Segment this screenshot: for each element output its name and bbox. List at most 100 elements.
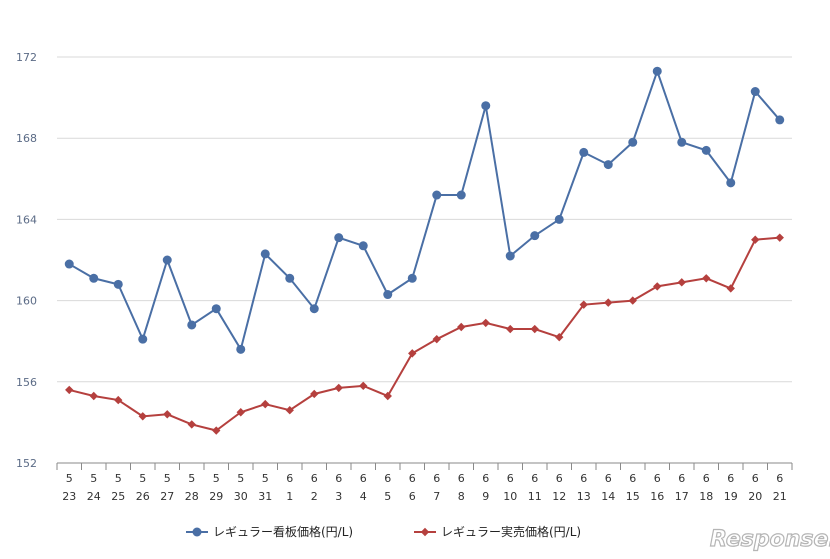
data-point [309,304,319,314]
x-tick-month: 6 [580,472,587,485]
data-point [187,320,197,330]
y-tick-label: 152 [16,457,37,470]
series-line [69,236,780,432]
legend-item-actual: レギュラー実売価格(円/L) [414,524,581,539]
data-point [114,395,123,405]
x-tick-month: 6 [335,472,342,485]
x-tick-month: 6 [776,472,783,485]
x-tick-day: 5 [384,490,391,503]
data-point [775,233,784,242]
x-tick-month: 5 [237,472,244,485]
legend-marker [192,527,202,537]
x-tick-month: 6 [433,472,440,485]
x-tick-month: 5 [66,472,73,485]
y-tick-label: 172 [16,51,37,64]
y-tick-label: 156 [16,376,37,389]
series-line [68,68,781,352]
x-tick-month: 5 [139,472,146,485]
x-tick-day: 14 [601,490,615,503]
data-point [236,344,246,354]
data-point [89,273,99,283]
legend-label: レギュラー実売価格(円/L) [441,524,581,539]
data-point [408,349,417,358]
data-point [628,296,637,305]
x-tick-day: 8 [458,490,465,503]
data-point [383,391,392,401]
legend-label: レギュラー看板価格(円/L) [213,524,353,539]
data-point [113,279,123,289]
x-tick-month: 6 [605,472,612,485]
x-tick-month: 6 [727,472,734,485]
x-tick-day: 27 [160,490,174,503]
data-point [383,290,393,300]
data-point [603,160,613,170]
data-point [187,420,196,429]
data-point [261,399,270,409]
data-point [456,190,466,200]
data-point [236,408,245,417]
data-point [579,300,588,309]
x-tick-day: 19 [724,490,738,503]
data-point [212,426,221,435]
x-tick-month: 6 [531,472,538,485]
x-tick-day: 4 [360,490,367,503]
y-tick-label: 164 [16,213,37,226]
y-axis-ticks: 152 156 160 164 168 172 [16,51,37,470]
data-point [358,241,368,251]
data-point [505,251,515,261]
x-tick-day: 23 [62,490,76,503]
x-tick-day: 26 [136,490,150,503]
data-point [677,137,687,147]
x-tick-day: 29 [209,490,223,503]
data-point [726,178,736,188]
x-tick-month: 5 [262,472,269,485]
x-tick-month: 5 [90,472,97,485]
data-point [530,231,540,241]
x-tick-day: 7 [433,490,440,503]
x-tick-day: 12 [552,490,566,503]
data-point [604,298,613,307]
data-point [310,389,319,399]
x-tick-day: 13 [577,490,591,503]
series-actual-price [65,233,784,435]
data-point [554,214,564,224]
x-tick-day: 30 [234,490,248,503]
data-point [702,274,711,283]
x-tick-day: 28 [185,490,199,503]
data-point [359,381,368,391]
data-point [653,282,662,291]
x-tick-month: 6 [654,472,661,485]
data-point [726,284,735,293]
x-tick-month: 6 [360,472,367,485]
x-tick-day: 11 [528,490,542,503]
data-point [138,412,147,421]
legend-marker [420,527,430,537]
data-point [285,406,294,415]
y-tick-label: 168 [16,132,37,145]
x-tick-day: 1 [286,490,293,503]
x-tick-month: 6 [678,472,685,485]
x-tick-month: 5 [164,472,171,485]
data-point [334,383,343,393]
x-tick-month: 6 [629,472,636,485]
data-point [652,66,662,76]
x-tick-month: 6 [384,472,391,485]
data-point [163,410,172,419]
x-tick-day: 17 [675,490,689,503]
data-point [407,273,417,283]
x-tick-month: 6 [752,472,759,485]
x-tick-day: 9 [482,490,489,503]
x-tick-month: 5 [188,472,195,485]
data-point [701,145,711,155]
x-tick-day: 3 [335,490,342,503]
data-point [457,322,466,332]
x-tick-day: 21 [773,490,787,503]
x-tick-day: 25 [111,490,125,503]
series-signboard-price [64,66,785,354]
x-tick-day: 31 [258,490,272,503]
data-point [334,233,344,243]
data-point [506,324,515,334]
data-point [65,385,74,395]
data-point [677,278,686,287]
